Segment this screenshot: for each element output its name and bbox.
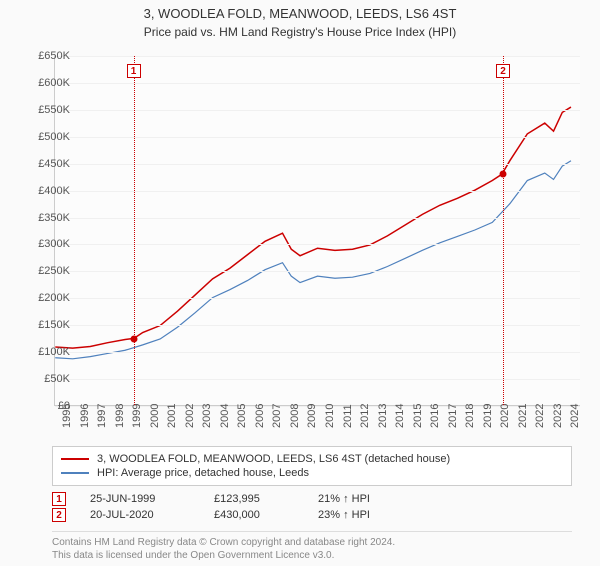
x-axis-label: 2021 bbox=[517, 404, 529, 428]
sale-marker-box: 2 bbox=[496, 64, 510, 78]
x-axis-label: 2017 bbox=[447, 404, 459, 428]
x-axis-label: 2011 bbox=[342, 404, 354, 428]
y-axis-label: £500K bbox=[20, 131, 70, 143]
x-axis-label: 1999 bbox=[131, 404, 143, 428]
sale-price: £123,995 bbox=[214, 493, 294, 505]
x-axis-label: 2015 bbox=[412, 404, 424, 428]
y-axis-label: £50K bbox=[20, 373, 70, 385]
x-axis-label: 2003 bbox=[201, 404, 213, 428]
chart-plot-area: 1995199619971998199920002001200220032004… bbox=[54, 56, 580, 406]
sales-list: 1 25-JUN-1999 £123,995 21% ↑ HPI 2 20-JUL-202… bbox=[52, 490, 572, 524]
legend-box: 3, WOODLEA FOLD, MEANWOOD, LEEDS, LS6 4S… bbox=[52, 446, 572, 486]
legend-swatch bbox=[61, 458, 89, 460]
x-axis-label: 2018 bbox=[464, 404, 476, 428]
legend-label: 3, WOODLEA FOLD, MEANWOOD, LEEDS, LS6 4S… bbox=[97, 453, 450, 465]
y-axis-label: £550K bbox=[20, 104, 70, 116]
footer-line2: This data is licensed under the Open Gov… bbox=[52, 549, 572, 562]
x-axis-label: 2006 bbox=[254, 404, 266, 428]
sale-price: £430,000 bbox=[214, 509, 294, 521]
y-axis-label: £600K bbox=[20, 77, 70, 89]
x-axis-label: 2019 bbox=[482, 404, 494, 428]
x-axis-label: 2009 bbox=[306, 404, 318, 428]
sale-delta: 21% ↑ HPI bbox=[318, 493, 370, 505]
x-axis-label: 2002 bbox=[184, 404, 196, 428]
sale-delta: 23% ↑ HPI bbox=[318, 509, 370, 521]
y-axis-label: £250K bbox=[20, 265, 70, 277]
chart-title: 3, WOODLEA FOLD, MEANWOOD, LEEDS, LS6 4S… bbox=[0, 6, 600, 21]
x-axis-label: 2007 bbox=[271, 404, 283, 428]
x-axis-label: 2014 bbox=[394, 404, 406, 428]
x-axis-label: 1996 bbox=[79, 404, 91, 428]
sale-vline bbox=[134, 56, 135, 405]
sale-marker-box: 1 bbox=[127, 64, 141, 78]
legend-label: HPI: Average price, detached house, Leed… bbox=[97, 467, 309, 479]
sale-dot bbox=[499, 171, 506, 178]
y-axis-label: £650K bbox=[20, 50, 70, 62]
y-axis-label: £350K bbox=[20, 212, 70, 224]
y-axis-label: £200K bbox=[20, 292, 70, 304]
sale-date: 20-JUL-2020 bbox=[90, 509, 190, 521]
x-axis-label: 2005 bbox=[236, 404, 248, 428]
y-axis-label: £400K bbox=[20, 185, 70, 197]
x-axis-label: 2024 bbox=[569, 404, 581, 428]
x-axis-label: 1998 bbox=[114, 404, 126, 428]
y-axis-label: £450K bbox=[20, 158, 70, 170]
chart-subtitle: Price paid vs. HM Land Registry's House … bbox=[0, 25, 600, 39]
x-axis-label: 2004 bbox=[219, 404, 231, 428]
x-axis-label: 2016 bbox=[429, 404, 441, 428]
x-axis-label: 2010 bbox=[324, 404, 336, 428]
sale-date: 25-JUN-1999 bbox=[90, 493, 190, 505]
x-axis-label: 2000 bbox=[149, 404, 161, 428]
y-axis-label: £0 bbox=[20, 400, 70, 412]
sale-number-box: 1 bbox=[52, 492, 66, 506]
sale-row: 1 25-JUN-1999 £123,995 21% ↑ HPI bbox=[52, 492, 572, 506]
sale-dot bbox=[130, 336, 137, 343]
sale-row: 2 20-JUL-2020 £430,000 23% ↑ HPI bbox=[52, 508, 572, 522]
x-axis-label: 2008 bbox=[289, 404, 301, 428]
x-axis-label: 2020 bbox=[499, 404, 511, 428]
x-axis-label: 2022 bbox=[534, 404, 546, 428]
sale-number-box: 2 bbox=[52, 508, 66, 522]
y-axis-label: £300K bbox=[20, 238, 70, 250]
y-axis-label: £100K bbox=[20, 346, 70, 358]
legend-row: HPI: Average price, detached house, Leed… bbox=[61, 467, 563, 479]
x-axis-label: 1997 bbox=[96, 404, 108, 428]
legend-swatch bbox=[61, 472, 89, 474]
footer-line1: Contains HM Land Registry data © Crown c… bbox=[52, 536, 572, 549]
legend-row: 3, WOODLEA FOLD, MEANWOOD, LEEDS, LS6 4S… bbox=[61, 453, 563, 465]
footer-attribution: Contains HM Land Registry data © Crown c… bbox=[52, 531, 572, 562]
chart-container: 3, WOODLEA FOLD, MEANWOOD, LEEDS, LS6 4S… bbox=[0, 6, 600, 566]
x-axis-label: 2012 bbox=[359, 404, 371, 428]
y-axis-label: £150K bbox=[20, 319, 70, 331]
x-axis-label: 2023 bbox=[552, 404, 564, 428]
x-axis-label: 2001 bbox=[166, 404, 178, 428]
x-axis-label: 2013 bbox=[377, 404, 389, 428]
sale-vline bbox=[503, 56, 504, 405]
